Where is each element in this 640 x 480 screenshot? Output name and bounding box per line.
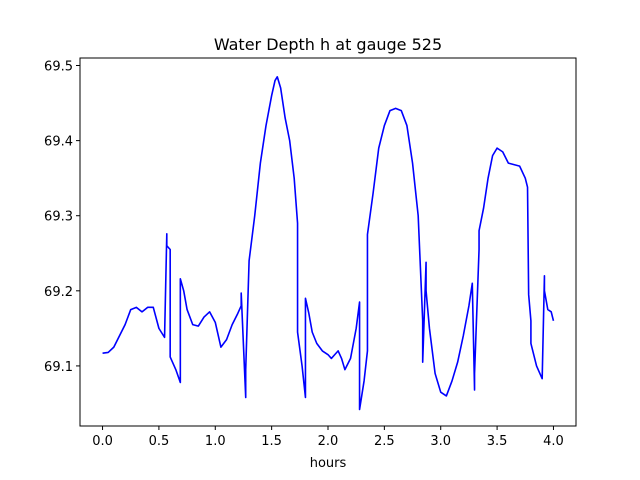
y-tick-label: 69.3 [44, 210, 73, 225]
x-tick-label: 2.5 [374, 434, 395, 449]
y-tick-label: 69.1 [44, 360, 73, 375]
series-line [102, 75, 555, 411]
x-tick-label: 4.0 [543, 434, 564, 449]
y-axis: 69.1 69.2 69.3 69.4 69.5 [44, 60, 80, 375]
x-tick-label: 1.5 [261, 434, 282, 449]
x-tick-label: 1.0 [205, 434, 226, 449]
chart-title: Water Depth h at gauge 525 [214, 35, 442, 54]
x-tick-label: 2.0 [318, 434, 339, 449]
x-axis-label: hours [310, 456, 347, 471]
x-tick-label: 0.5 [149, 434, 170, 449]
y-tick-label: 69.2 [44, 285, 73, 300]
y-tick-label: 69.5 [44, 60, 73, 75]
x-axis: 0.0 0.5 1.0 1.5 2.0 2.5 3.0 3.5 4.0 [92, 426, 564, 449]
y-tick-label: 69.4 [44, 135, 73, 150]
x-tick-label: 0.0 [92, 434, 113, 449]
plot-area [79, 57, 577, 427]
plot-background [80, 58, 576, 426]
x-tick-label: 3.5 [487, 434, 508, 449]
x-tick-label: 3.0 [430, 434, 451, 449]
